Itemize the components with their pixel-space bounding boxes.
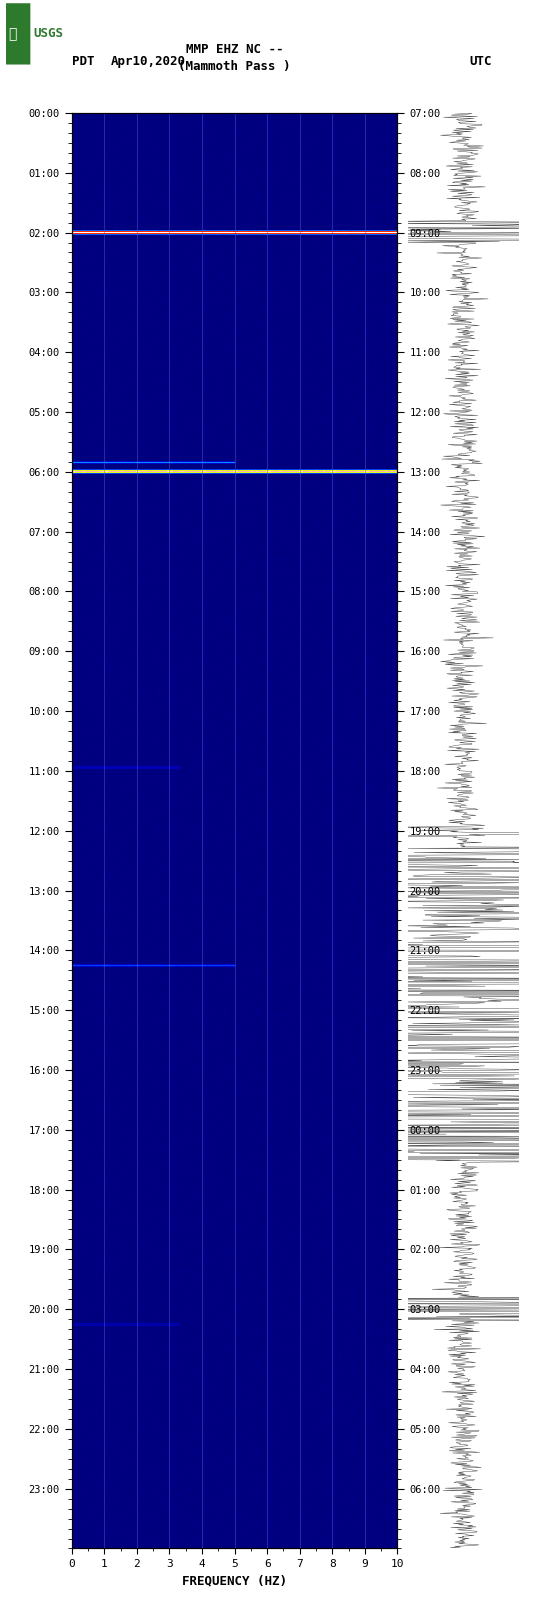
Text: USGS: USGS [33,27,63,40]
Text: Apr10,2020: Apr10,2020 [110,55,185,68]
FancyBboxPatch shape [6,3,30,65]
Text: MMP EHZ NC --: MMP EHZ NC -- [186,44,283,56]
Text: (Mammoth Pass ): (Mammoth Pass ) [178,60,291,73]
Text: PDT: PDT [72,55,94,68]
Text: ⛰: ⛰ [8,27,17,40]
Text: UTC: UTC [469,55,492,68]
X-axis label: FREQUENCY (HZ): FREQUENCY (HZ) [182,1574,287,1587]
